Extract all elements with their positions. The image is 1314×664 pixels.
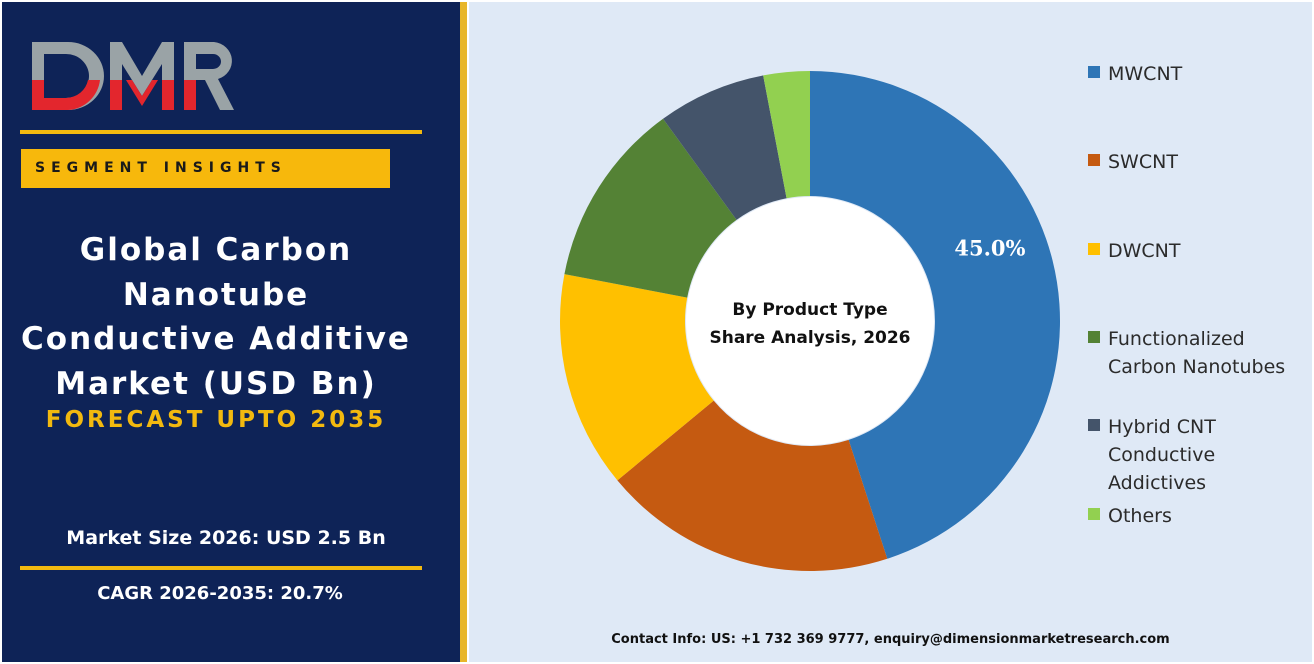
legend-swatch: [1088, 419, 1100, 431]
data-label-mwcnt: 45.0%: [954, 235, 1025, 260]
legend-swatch: [1088, 508, 1100, 520]
market-size-text: Market Size 2026: USD 2.5 Bn: [66, 527, 386, 549]
legend-swatch: [1088, 66, 1100, 78]
segment-insights-label: SEGMENT INSIGHTS: [21, 149, 390, 188]
legend-swatch: [1088, 154, 1100, 166]
slice-mwcnt: [810, 71, 1060, 559]
bottom-divider: [20, 566, 422, 570]
legend-label: DWCNT: [1108, 240, 1181, 262]
top-divider: [20, 130, 422, 134]
legend-label: SWCNT: [1108, 151, 1178, 173]
cagr-text: CAGR 2026-2035: 20.7%: [97, 583, 343, 604]
slice-dwcnt: [560, 274, 714, 481]
legend-swatch: [1088, 243, 1100, 255]
legend-label: Hybrid CNT Conductive Addictives: [1108, 416, 1216, 494]
legend-label: Others: [1108, 505, 1172, 527]
contact-info: Contact Info: US: +1 732 369 9777, enqui…: [611, 632, 1170, 647]
slice-others: [763, 71, 810, 199]
donut-hole: [686, 197, 934, 445]
left-panel: [2, 2, 460, 662]
slice-functionalized-carbon-nanotubes: [564, 118, 737, 298]
legend-label: MWCNT: [1108, 63, 1183, 85]
forecast-subtitle: FORECAST UPTO 2035: [45, 407, 387, 433]
slice-hybrid-cnt-conductive-addictives: [663, 75, 787, 220]
legend-label: Functionalized Carbon Nanotubes: [1108, 328, 1286, 378]
slice-swcnt: [617, 400, 888, 571]
donut-chart: 45.0% By Product Type Share Analysis, 2026: [560, 71, 1060, 571]
center-label: By Product Type Share Analysis, 2026: [709, 300, 910, 348]
panel-divider: [460, 2, 467, 662]
legend-swatch: [1088, 331, 1100, 343]
page-title: Global Carbon Nanotube Conductive Additi…: [21, 232, 411, 402]
dmr-logo: [32, 42, 234, 110]
